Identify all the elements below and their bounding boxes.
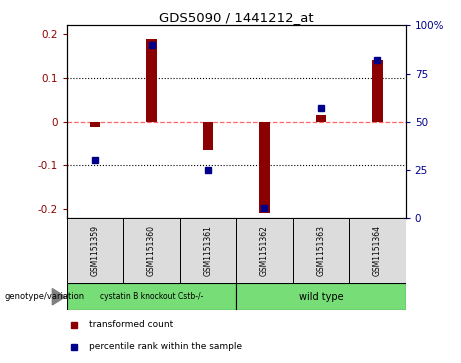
Text: percentile rank within the sample: percentile rank within the sample xyxy=(89,342,242,351)
Text: transformed count: transformed count xyxy=(89,321,173,329)
Text: GSM1151361: GSM1151361 xyxy=(203,225,213,276)
Bar xyxy=(123,218,180,283)
Text: genotype/variation: genotype/variation xyxy=(5,292,85,301)
Bar xyxy=(67,283,236,310)
Bar xyxy=(203,122,213,150)
Title: GDS5090 / 1441212_at: GDS5090 / 1441212_at xyxy=(159,11,313,24)
Text: GSM1151360: GSM1151360 xyxy=(147,225,156,276)
Text: wild type: wild type xyxy=(299,292,343,302)
Text: cystatin B knockout Cstb-/-: cystatin B knockout Cstb-/- xyxy=(100,292,203,301)
Bar xyxy=(349,218,406,283)
Text: GSM1151362: GSM1151362 xyxy=(260,225,269,276)
Polygon shape xyxy=(53,289,65,305)
Text: GSM1151363: GSM1151363 xyxy=(316,225,325,276)
Text: GSM1151359: GSM1151359 xyxy=(90,225,100,276)
Bar xyxy=(372,60,383,122)
Bar xyxy=(293,218,349,283)
Text: GSM1151364: GSM1151364 xyxy=(373,225,382,276)
Bar xyxy=(147,38,157,122)
Bar xyxy=(180,218,236,283)
Bar xyxy=(90,122,100,127)
Bar xyxy=(236,218,293,283)
Bar xyxy=(236,283,406,310)
Bar xyxy=(67,218,123,283)
Bar xyxy=(316,115,326,122)
Bar xyxy=(260,122,270,213)
